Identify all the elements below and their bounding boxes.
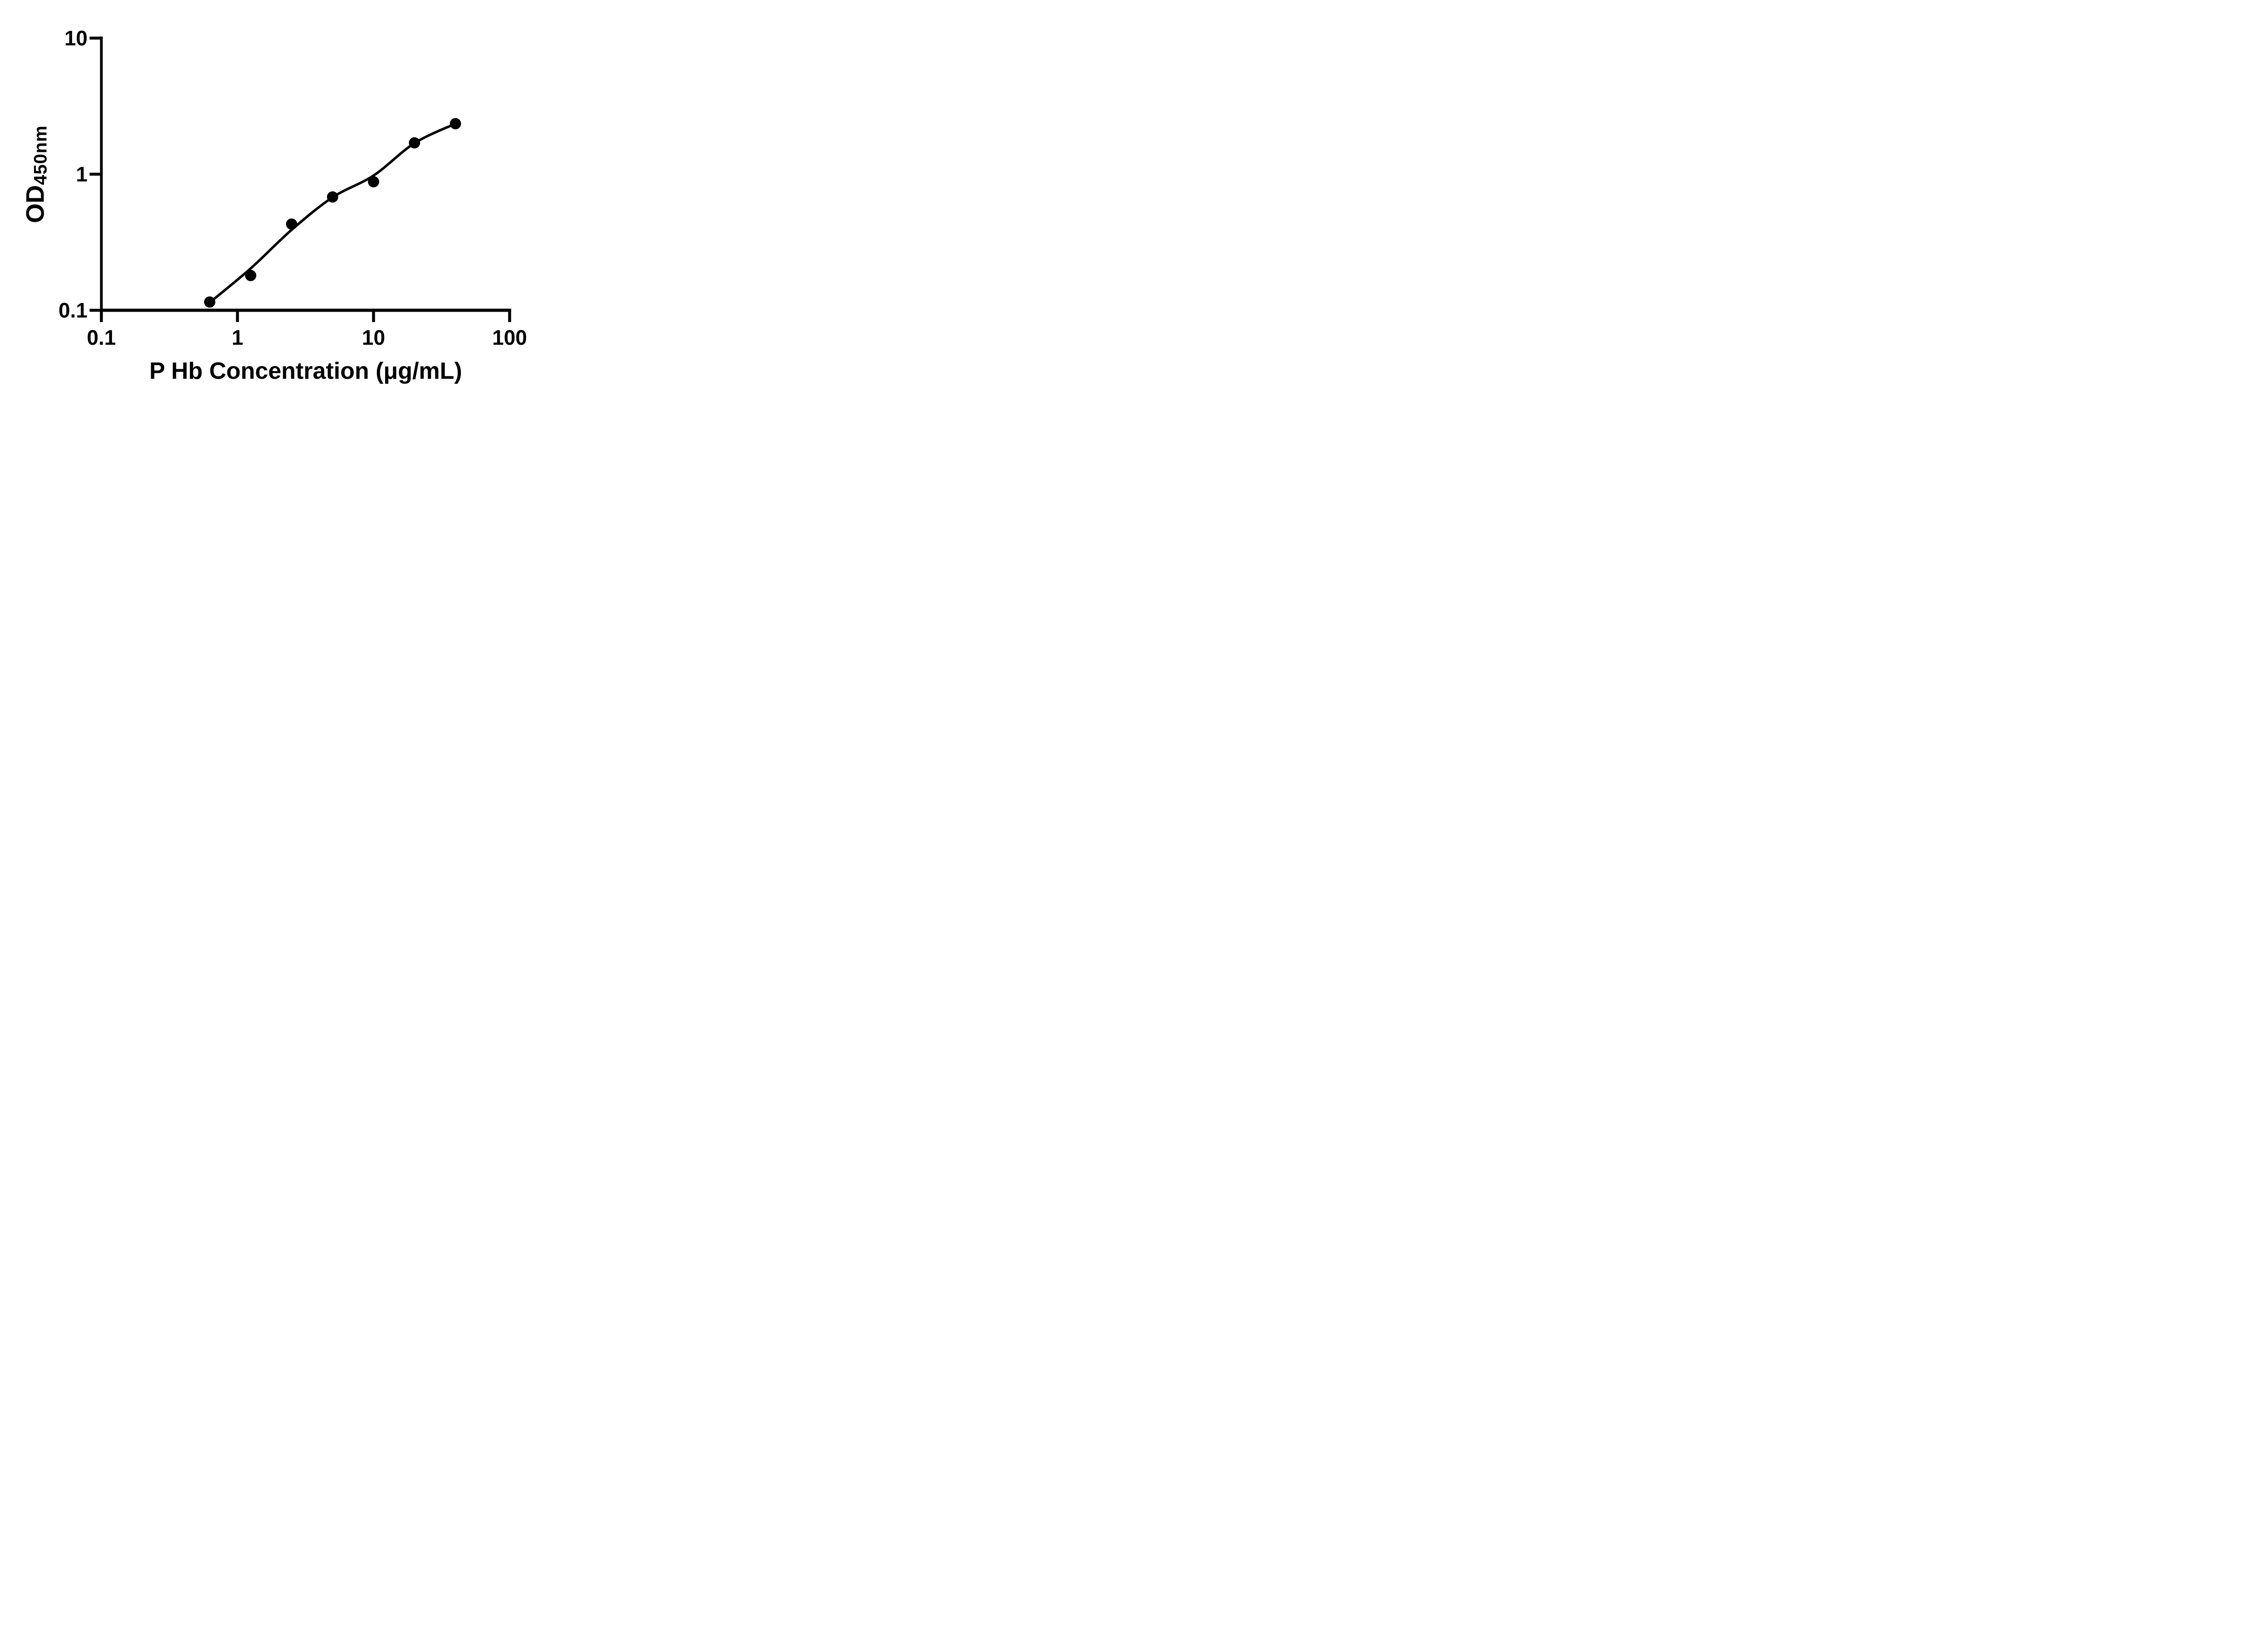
data-point-0.625 — [204, 296, 215, 308]
y-tick-label-10: 10 — [64, 26, 88, 50]
x-tick-label-10: 10 — [362, 326, 386, 349]
data-point-10 — [368, 176, 379, 188]
x-tick-label-0.1: 0.1 — [87, 326, 116, 349]
x-axis-title: P Hb Concentration (μg/mL) — [149, 358, 462, 384]
y-tick-label-0.1: 0.1 — [59, 298, 88, 322]
data-point-5 — [327, 191, 338, 203]
data-point-20 — [409, 137, 420, 149]
data-point-40 — [450, 118, 461, 130]
data-point-1.25 — [245, 270, 256, 281]
data-point-2.5 — [286, 218, 298, 230]
figure: OD450nm P Hb Concentration (μg/mL) 0.1 1 1… — [0, 0, 572, 408]
x-tick-label-100: 100 — [492, 326, 527, 349]
chart-canvas — [89, 36, 511, 322]
y-tick-label-1: 1 — [76, 162, 88, 186]
x-tick-label-1: 1 — [231, 326, 244, 349]
y-axis-title-main: OD — [20, 185, 49, 223]
